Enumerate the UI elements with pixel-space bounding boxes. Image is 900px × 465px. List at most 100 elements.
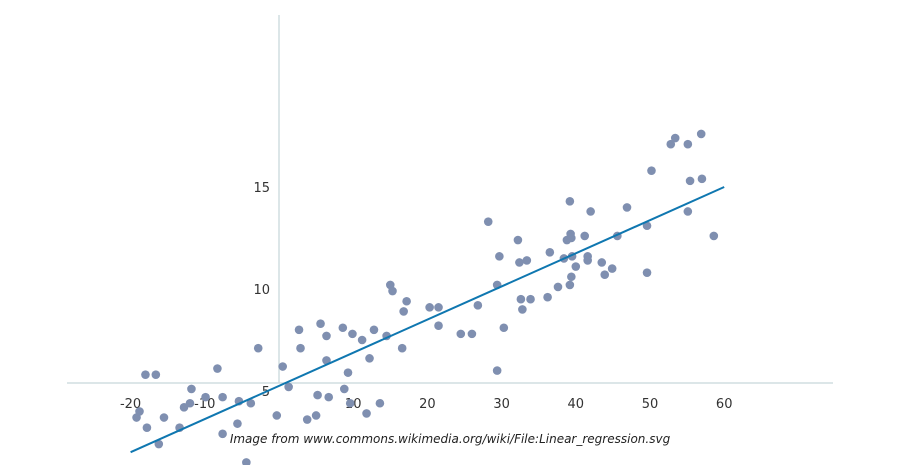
data-point <box>154 439 164 449</box>
data-point <box>246 398 256 408</box>
x-tick-label: 20 <box>419 397 436 412</box>
image-caption: Image from www.commons.wikimedia.org/wik… <box>229 432 671 446</box>
data-point <box>492 366 502 375</box>
data-point <box>495 252 504 261</box>
data-point <box>473 301 483 310</box>
data-point <box>365 354 374 363</box>
x-tick-label: 40 <box>568 397 585 412</box>
data-point <box>338 323 348 333</box>
data-point <box>526 294 535 304</box>
data-point <box>294 325 304 335</box>
data-point <box>545 247 555 257</box>
data-point <box>399 307 408 316</box>
data-point <box>434 303 443 312</box>
data-point <box>218 429 227 439</box>
data-point <box>253 343 263 353</box>
x-tick-label: -20 <box>120 397 141 412</box>
data-point <box>141 370 150 379</box>
data-point <box>316 319 325 328</box>
data-points <box>132 129 719 465</box>
data-point <box>357 335 367 345</box>
data-point <box>513 235 523 245</box>
data-point <box>543 292 552 302</box>
data-point <box>583 256 592 265</box>
data-point <box>311 411 321 420</box>
data-point <box>369 325 379 335</box>
data-point <box>607 264 617 273</box>
data-point <box>322 356 331 365</box>
data-point <box>218 392 227 402</box>
data-point <box>296 343 305 353</box>
data-point <box>567 272 576 282</box>
data-point <box>402 296 411 306</box>
data-point <box>362 409 371 418</box>
data-point <box>324 392 334 402</box>
data-point <box>313 390 322 400</box>
data-point <box>213 364 222 373</box>
data-point <box>456 329 466 339</box>
data-point <box>683 139 693 149</box>
x-tick-labels: -20-10102030405060 <box>120 397 732 412</box>
y-tick-label: 10 <box>253 283 270 298</box>
data-point <box>272 411 282 420</box>
data-point <box>670 133 680 143</box>
axes <box>67 15 833 384</box>
data-point <box>397 343 407 353</box>
data-point <box>565 280 575 290</box>
data-point <box>697 174 707 184</box>
data-point <box>696 129 706 139</box>
data-point <box>586 207 595 216</box>
data-point <box>233 419 242 428</box>
data-point <box>580 231 590 241</box>
x-tick-label: 60 <box>716 397 733 412</box>
data-point <box>483 217 493 226</box>
data-point <box>518 305 527 314</box>
data-point <box>622 203 632 212</box>
data-point <box>187 384 196 394</box>
data-point <box>159 413 169 422</box>
y-tick-labels: 51015 <box>253 181 270 400</box>
data-point <box>515 258 524 267</box>
data-point <box>343 368 353 377</box>
data-point <box>600 270 610 280</box>
data-point <box>135 407 144 416</box>
data-point <box>322 331 331 341</box>
data-point <box>597 258 607 267</box>
data-point <box>284 382 293 392</box>
x-tick-label: 30 <box>493 397 510 412</box>
data-point <box>499 323 509 333</box>
data-point <box>242 458 251 465</box>
data-point <box>434 321 443 331</box>
data-point <box>565 196 575 206</box>
data-point <box>201 392 210 402</box>
data-point <box>375 398 385 408</box>
data-point <box>388 286 397 296</box>
data-point <box>302 415 312 424</box>
data-point <box>571 262 581 271</box>
data-point <box>709 231 719 241</box>
data-point <box>685 176 695 186</box>
data-point <box>278 362 288 371</box>
data-point <box>348 329 357 339</box>
data-point <box>666 139 676 149</box>
data-point <box>516 294 526 304</box>
data-point <box>647 166 656 175</box>
data-point <box>567 233 576 243</box>
data-point <box>683 207 693 216</box>
regression-line <box>130 186 725 454</box>
y-tick-label: 15 <box>253 181 270 196</box>
data-point <box>142 423 152 433</box>
data-point <box>642 268 652 277</box>
data-point <box>185 398 195 408</box>
x-tick-label: -10 <box>194 397 215 412</box>
data-point <box>425 303 434 312</box>
data-point <box>522 256 532 265</box>
x-tick-label: 50 <box>642 397 659 412</box>
data-point <box>553 282 563 292</box>
data-point <box>642 221 652 231</box>
data-point <box>467 329 477 339</box>
data-point <box>339 384 349 394</box>
data-point <box>151 370 161 379</box>
data-point <box>345 398 355 408</box>
